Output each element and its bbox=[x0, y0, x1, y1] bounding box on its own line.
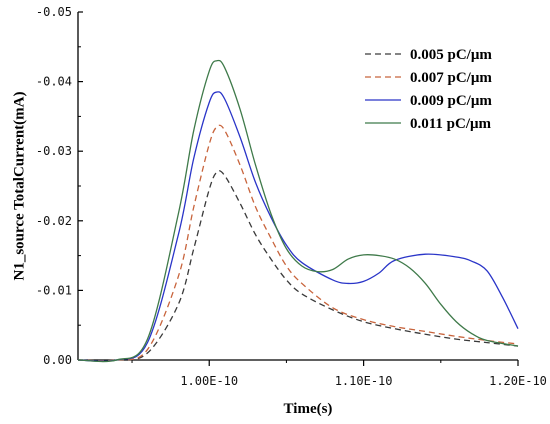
series-line-1 bbox=[77, 170, 519, 362]
legend: 0.005 pC/μm 0.007 pC/μm 0.009 pC/μm 0.011 p… bbox=[365, 47, 492, 132]
x-tick-label: 1.10E-10 bbox=[335, 374, 393, 388]
axes: 0.00 -0.01 -0.02 -0.03 -0.04 -0.05 1.00E-10 1.1… bbox=[36, 5, 547, 388]
y-tick-label: -0.01 bbox=[36, 283, 72, 297]
y-tick-label: -0.05 bbox=[36, 5, 72, 19]
legend-label-1: 0.005 pC/μm bbox=[410, 47, 492, 63]
y-tick-label: -0.04 bbox=[36, 75, 72, 89]
series-lines bbox=[77, 59, 519, 363]
y-axis-title: N1_source TotalCurrent(mA) bbox=[11, 91, 27, 280]
legend-label-4: 0.011 pC/μm bbox=[410, 116, 492, 132]
x-tick-label: 1.00E-10 bbox=[180, 374, 238, 388]
series-line-2 bbox=[77, 124, 519, 362]
x-tick-label: 1.20E-10 bbox=[489, 374, 547, 388]
x-axis-title: Time(s) bbox=[284, 401, 333, 417]
series-line-4 bbox=[77, 59, 519, 363]
y-tick-label: -0.02 bbox=[36, 214, 72, 228]
legend-label-3: 0.009 pC/μm bbox=[410, 93, 492, 109]
y-tick-label: 0.00 bbox=[43, 353, 72, 367]
legend-label-2: 0.007 pC/μm bbox=[410, 70, 492, 86]
y-tick-label: -0.03 bbox=[36, 144, 72, 158]
series-line-3 bbox=[77, 91, 519, 362]
